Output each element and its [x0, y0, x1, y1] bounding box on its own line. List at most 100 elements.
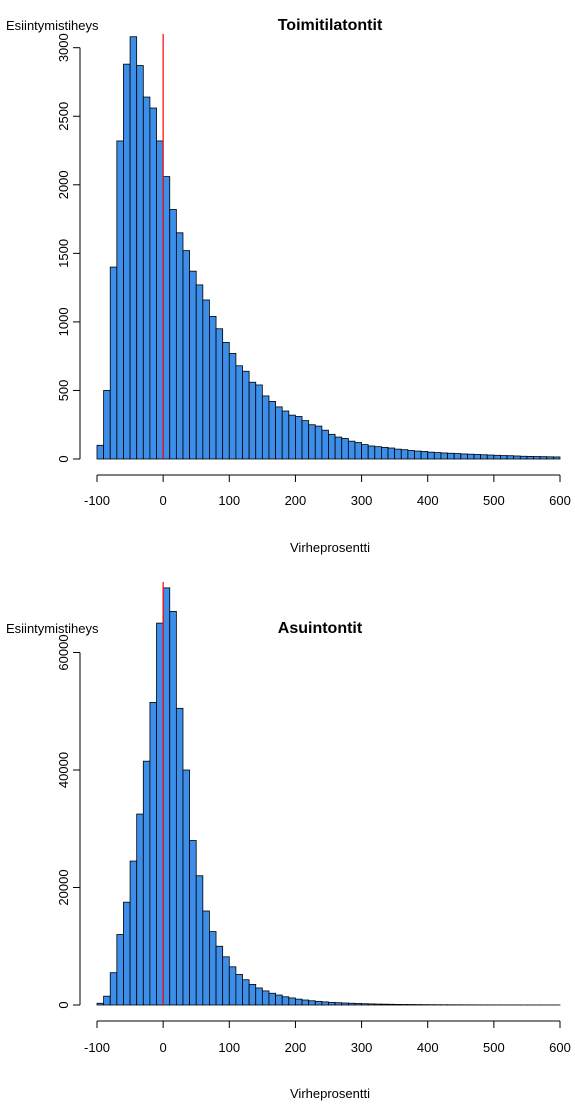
- bars: [97, 588, 560, 1005]
- histogram-bar: [315, 426, 322, 459]
- histogram-bar: [395, 1004, 402, 1005]
- histogram-bar: [507, 456, 514, 459]
- x-tick-label: 600: [549, 493, 571, 508]
- y-tick-label: 2000: [56, 170, 71, 199]
- histogram-bar: [487, 455, 494, 459]
- histogram-bar: [150, 702, 157, 1005]
- histogram-bar: [454, 454, 461, 459]
- histogram-bar: [467, 454, 474, 459]
- histogram-bar: [375, 447, 382, 459]
- x-tick-label: 300: [351, 493, 373, 508]
- histogram-bar: [249, 382, 256, 459]
- histogram-bar: [163, 588, 170, 1005]
- histogram-bar: [381, 1004, 388, 1005]
- histogram-bar: [183, 770, 190, 1005]
- histogram-bar: [137, 814, 144, 1005]
- histogram-bar: [481, 455, 488, 459]
- histogram-bar: [295, 999, 302, 1005]
- histogram-bar: [203, 300, 210, 459]
- histogram-bar: [104, 996, 111, 1005]
- histogram-bar: [527, 456, 534, 459]
- histogram-bar: [203, 911, 210, 1005]
- x-tick-label: -100: [84, 1040, 110, 1055]
- histogram-bar: [375, 1004, 382, 1005]
- histogram-bar: [130, 861, 137, 1005]
- histogram-bar: [381, 447, 388, 459]
- histogram-bar: [110, 267, 117, 459]
- histogram-bar: [196, 876, 203, 1005]
- histogram-bar: [362, 445, 369, 459]
- histogram-bar: [520, 456, 527, 459]
- histogram-bar: [209, 932, 216, 1005]
- x-axis-label: Virheprosentti: [290, 540, 370, 555]
- chart-title: Asuintontit: [278, 620, 363, 637]
- histogram-bar: [448, 453, 455, 459]
- histogram-bar: [137, 66, 144, 459]
- x-tick-label: 400: [417, 1040, 439, 1055]
- histogram-bar: [117, 935, 124, 1006]
- histogram-bar: [176, 708, 183, 1005]
- histogram-bar: [553, 457, 560, 459]
- y-axis-label: Esiintymistiheys: [6, 18, 99, 33]
- histogram-bar: [223, 342, 230, 459]
- histogram-bar: [362, 1004, 369, 1005]
- histogram-bar: [196, 285, 203, 459]
- x-tick-label: 500: [483, 1040, 505, 1055]
- histogram-bar: [322, 1002, 329, 1005]
- y-tick-label: 0: [56, 1001, 71, 1008]
- histogram-bar: [209, 316, 216, 459]
- histogram-bar: [97, 1003, 104, 1005]
- histogram-bar: [236, 366, 243, 459]
- bars: [97, 37, 560, 459]
- histogram-bar: [514, 456, 521, 459]
- histogram-bar: [342, 1003, 349, 1005]
- histogram-bar: [216, 329, 223, 459]
- histogram-bar: [170, 611, 177, 1005]
- histogram-bar: [256, 385, 263, 459]
- histogram-bar: [428, 452, 435, 459]
- histogram-bar: [276, 995, 283, 1005]
- histogram-bar: [123, 64, 130, 459]
- histogram-bar: [388, 1004, 395, 1005]
- histogram-bar: [117, 141, 124, 459]
- y-tick-label: 40000: [56, 752, 71, 788]
- histogram-bar: [315, 1001, 322, 1005]
- histogram-bar: [243, 371, 250, 459]
- histogram-bar: [269, 993, 276, 1005]
- histogram-bar: [461, 454, 468, 459]
- histogram-bar: [547, 457, 554, 459]
- histogram-bar: [388, 448, 395, 459]
- histogram-bar: [414, 451, 421, 459]
- histogram-bar: [249, 984, 256, 1005]
- histogram-bar: [368, 1004, 375, 1005]
- histogram-bar: [110, 973, 117, 1005]
- histogram-bar: [309, 425, 316, 459]
- y-tick-label: 0: [56, 455, 71, 462]
- histogram-bar: [302, 421, 309, 459]
- y-tick-label: 2500: [56, 102, 71, 131]
- x-tick-label: 200: [285, 1040, 307, 1055]
- histogram-bar: [130, 37, 137, 459]
- histogram-bar: [355, 443, 362, 459]
- histogram-bar: [302, 1000, 309, 1005]
- histogram-panel-toimitilatontit: Toimitilatontit Esiintymistiheys Virhepr…: [6, 17, 571, 555]
- histogram-bar: [474, 454, 481, 459]
- histogram-bar: [368, 446, 375, 459]
- histogram-bar: [256, 988, 263, 1005]
- histogram-bar: [123, 902, 130, 1005]
- histogram-bar: [104, 390, 111, 459]
- x-tick-label: 600: [549, 1040, 571, 1055]
- histogram-bar: [170, 209, 177, 459]
- histogram-bar: [534, 457, 541, 459]
- histogram-bar: [309, 1001, 316, 1005]
- histogram-bar: [348, 1003, 355, 1005]
- histogram-bar: [223, 957, 230, 1005]
- histogram-bar: [229, 967, 236, 1005]
- histogram-bar: [540, 457, 547, 459]
- histogram-bar: [183, 251, 190, 459]
- histogram-bar: [421, 451, 428, 459]
- x-tick-label: 200: [285, 493, 307, 508]
